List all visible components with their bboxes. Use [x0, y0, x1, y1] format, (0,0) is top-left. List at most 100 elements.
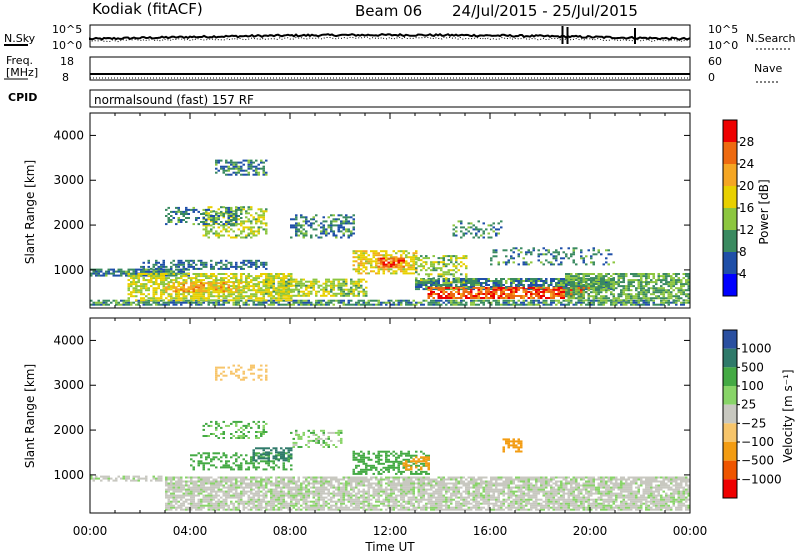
heatmap-cell — [682, 301, 685, 304]
noise-left-tick-top: 10^5 — [52, 23, 82, 36]
heatmap-cell — [447, 284, 450, 286]
heatmap-cell — [197, 299, 200, 302]
heatmap-cell — [500, 280, 503, 282]
heatmap-cell — [232, 488, 235, 491]
heatmap-cell — [635, 297, 638, 300]
heatmap-cell — [290, 224, 293, 227]
heatmap-cell — [325, 286, 328, 289]
heatmap-cell — [327, 216, 330, 219]
heatmap-cell — [255, 289, 258, 292]
heatmap-cell — [270, 504, 273, 507]
heatmap-cell — [560, 291, 563, 293]
heatmap-cell — [280, 486, 283, 489]
heatmap-cell — [287, 484, 290, 487]
heatmap-cell — [375, 272, 378, 275]
heatmap-cell — [235, 482, 238, 485]
heatmap-cell — [597, 301, 600, 304]
heatmap-cell — [357, 299, 360, 302]
heatmap-cell — [370, 303, 373, 306]
heatmap-cell — [345, 228, 348, 231]
heatmap-cell — [180, 484, 183, 487]
heatmap-cell — [177, 268, 180, 271]
heatmap-cell — [512, 288, 515, 291]
heatmap-cell — [537, 291, 540, 293]
heatmap-cell — [217, 498, 220, 501]
heatmap-cell — [200, 502, 203, 505]
heatmap-cell — [232, 508, 235, 511]
heatmap-cell — [537, 249, 540, 252]
heatmap-cell — [432, 288, 435, 291]
heatmap-cell — [342, 278, 345, 281]
heatmap-cell — [215, 496, 218, 499]
heatmap-cell — [217, 502, 220, 505]
heatmap-cell — [282, 292, 285, 295]
heatmap-cell — [610, 293, 613, 296]
heatmap-cell — [345, 282, 348, 285]
heatmap-cell — [232, 281, 235, 284]
heatmap-cell — [380, 257, 383, 260]
heatmap-cell — [240, 217, 243, 219]
heatmap-cell — [680, 297, 683, 300]
heatmap-cell — [172, 482, 175, 485]
heatmap-cell — [222, 169, 225, 172]
heatmap-cell — [400, 264, 403, 267]
heatmap-cell — [265, 277, 268, 280]
heatmap-cell — [560, 263, 563, 266]
heatmap-cell — [155, 287, 158, 290]
heatmap-cell — [145, 279, 148, 282]
heatmap-cell — [532, 247, 535, 250]
heatmap-cell — [605, 285, 608, 288]
heatmap-cell — [645, 303, 648, 306]
heatmap-cell — [307, 286, 310, 289]
heatmap-cell — [210, 480, 213, 483]
heatmap-cell — [462, 303, 465, 306]
heatmap-cell — [272, 279, 275, 282]
heatmap-cell — [475, 286, 478, 289]
heatmap-cell — [325, 288, 328, 291]
heatmap-cell — [270, 488, 273, 491]
heatmap-cell — [175, 496, 178, 499]
heatmap-cell — [212, 486, 215, 489]
heatmap-cell — [685, 301, 688, 304]
heatmap-cell — [240, 286, 243, 289]
heatmap-cell — [587, 303, 590, 306]
heatmap-cell — [502, 286, 505, 289]
heatmap-cell — [587, 285, 590, 288]
heatmap-cell — [642, 281, 645, 284]
heatmap-cell — [265, 283, 268, 286]
heatmap-cell — [197, 279, 200, 282]
heatmap-cell — [577, 277, 580, 280]
heatmap-cell — [275, 292, 278, 295]
heatmap-cell — [580, 301, 583, 304]
heatmap-cell — [577, 297, 580, 300]
heatmap-cell — [440, 288, 443, 291]
heatmap-cell — [652, 299, 655, 302]
heatmap-cell — [280, 286, 283, 289]
heatmap-cell — [330, 294, 333, 297]
heatmap-cell — [177, 490, 180, 493]
heatmap-cell — [272, 301, 275, 304]
heatmap-cell — [145, 283, 148, 286]
heatmap-cell — [200, 498, 203, 501]
heatmap-cell — [430, 295, 433, 297]
heatmap-cell — [422, 265, 425, 268]
heatmap-cell — [372, 270, 375, 273]
heatmap-cell — [612, 297, 615, 300]
heatmap-cell — [447, 273, 450, 276]
heatmap-cell — [147, 297, 150, 300]
heatmap-cell — [265, 299, 268, 302]
heatmap-cell — [467, 288, 470, 291]
heatmap-cell — [215, 279, 218, 282]
heatmap-cell — [387, 301, 390, 304]
heatmap-cell — [222, 279, 225, 282]
heatmap-cell — [167, 299, 170, 302]
heatmap-cell — [385, 256, 388, 259]
heatmap-cell — [215, 286, 218, 289]
heatmap-cell — [587, 249, 590, 252]
heatmap-cell — [175, 272, 178, 275]
heatmap-cell — [102, 274, 105, 277]
heatmap-cell — [222, 288, 225, 291]
heatmap-cell — [665, 281, 668, 284]
heatmap-cell — [192, 506, 195, 509]
heatmap-cell — [180, 496, 183, 499]
